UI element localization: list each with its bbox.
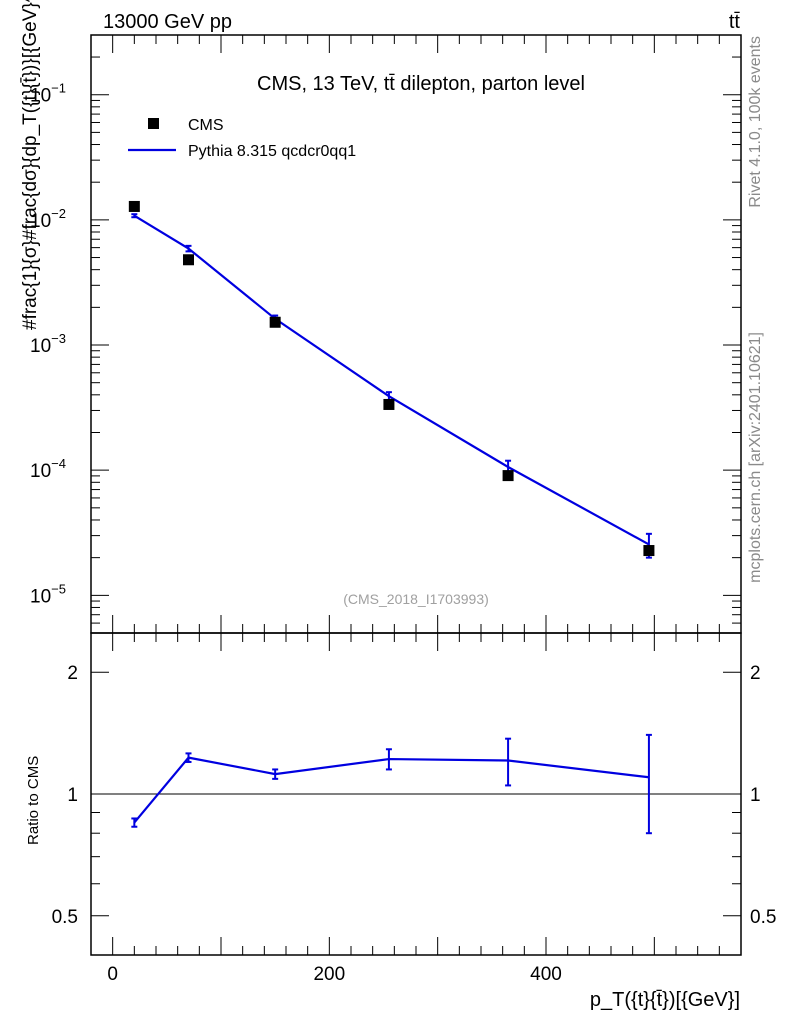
main-y-tick-label: 10−1 xyxy=(30,81,66,107)
cms-data-point xyxy=(643,545,655,557)
cms-data-point xyxy=(128,200,140,212)
cms-data-point xyxy=(183,254,194,266)
main-y-axis-title: #frac{1}{σ}#frac{dσ}{dp_T({t}{t̄})}[{GeV… xyxy=(20,0,41,330)
x-tick-label: 0 xyxy=(107,964,118,985)
ratio-y-tick-label-left: 0.5 xyxy=(52,907,78,928)
mcplots-source-label: mcplots.cern.ch [arXiv:2401.10621] xyxy=(747,332,764,583)
header-left-label: 13000 GeV pp xyxy=(103,11,232,33)
pythia-line xyxy=(133,214,650,546)
main-y-tick-label: 10−3 xyxy=(30,331,66,357)
ratio-line xyxy=(133,756,650,824)
ratio-y-axis-title: Ratio to CMS xyxy=(25,756,42,845)
ratio-y-tick-label-right: 1 xyxy=(750,785,761,806)
header-right-label: tt̄ xyxy=(729,11,741,33)
cms-data-point xyxy=(269,316,281,328)
legend-cms-marker xyxy=(148,118,159,129)
main-plot-marks xyxy=(128,200,655,559)
x-axis-title: p_T({t}{t̄})[{GeV}] xyxy=(590,989,740,1011)
ratio-y-tick-label-left: 2 xyxy=(67,663,78,684)
x-tick-label: 200 xyxy=(313,964,345,985)
analysis-tag: (CMS_2018_I1703993) xyxy=(343,591,489,607)
ratio-y-tick-label-right: 2 xyxy=(750,663,761,684)
ratio-plot-marks xyxy=(91,733,741,835)
legend-pythia-label: Pythia 8.315 qcdcr0qq1 xyxy=(188,143,356,160)
rivet-version-label: Rivet 4.1.0, 100k events xyxy=(747,36,764,208)
legend: CMS Pythia 8.315 qcdcr0qq1 xyxy=(128,117,356,160)
ratio-y-tick-label-right: 0.5 xyxy=(750,907,776,928)
legend-cms-label: CMS xyxy=(188,117,224,134)
main-y-axis-title-text: #frac{1}{σ}#frac{dσ}{dp_T({t}{t̄})}[{GeV… xyxy=(20,0,41,330)
ratio-y-tick-label-left: 1 xyxy=(67,785,78,806)
main-y-tick-label: 10−2 xyxy=(30,206,66,232)
main-title: CMS, 13 TeV, tt̄ dilepton, parton level xyxy=(257,73,585,95)
cms-data-point xyxy=(502,470,514,482)
x-tick-label: 400 xyxy=(530,964,562,985)
main-y-tick-label: 10−4 xyxy=(30,456,66,482)
main-axis-ticks: 10−1 10−2 10−3 10−4 10−5 xyxy=(30,35,742,633)
ratio-axis-ticks: 0 200 400 0.5 0.5 1 1 2 2 xyxy=(52,633,776,985)
cms-data-point xyxy=(383,398,395,410)
main-y-tick-label: 10−5 xyxy=(30,581,66,607)
